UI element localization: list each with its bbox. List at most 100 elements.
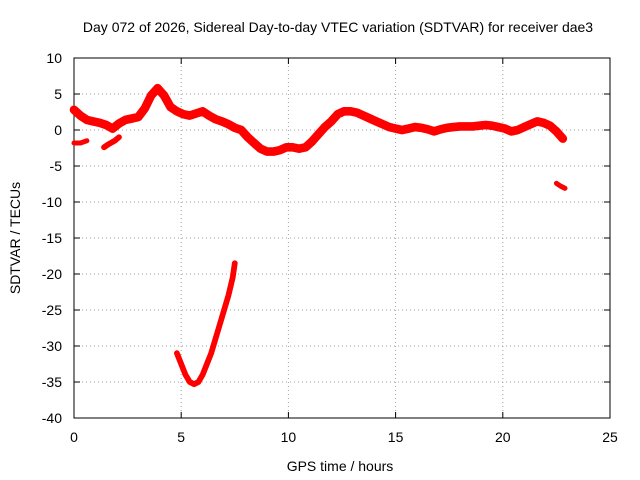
- axis-ticks: [73, 57, 611, 419]
- data-point: [91, 119, 95, 123]
- y-tick-label: -15: [42, 230, 62, 246]
- data-point: [522, 125, 526, 129]
- x-axis-label: GPS time / hours: [287, 458, 394, 474]
- data-point: [181, 112, 185, 116]
- data-point: [214, 337, 217, 341]
- data-point: [563, 186, 567, 190]
- data-point: [231, 276, 235, 280]
- data-point: [355, 111, 359, 115]
- y-tick-label: -35: [42, 374, 62, 390]
- data-point: [503, 127, 507, 131]
- series-main-trace: [69, 83, 568, 156]
- data-point: [471, 124, 475, 128]
- data-point: [342, 109, 346, 113]
- data-point: [259, 147, 262, 151]
- data-point: [548, 124, 552, 128]
- data-point: [336, 112, 340, 116]
- data-point: [413, 125, 417, 129]
- data-point: [304, 145, 308, 149]
- series-early-fragment: [71, 138, 90, 146]
- data-point: [113, 139, 117, 143]
- data-point: [490, 124, 494, 128]
- data-point: [175, 351, 179, 355]
- series-dip-fragment: [101, 134, 122, 151]
- data-point: [554, 181, 558, 185]
- data-point: [209, 351, 213, 355]
- data-point: [169, 105, 172, 109]
- data-point: [192, 382, 196, 386]
- data-point: [220, 119, 224, 123]
- data-point: [85, 118, 89, 122]
- data-point: [419, 126, 423, 130]
- data-point: [323, 125, 327, 129]
- data-point: [222, 308, 226, 312]
- data-point: [407, 127, 410, 131]
- data-point: [98, 121, 102, 125]
- data-point: [516, 128, 520, 132]
- data-point: [561, 137, 565, 141]
- data-point: [529, 122, 533, 126]
- data-point: [117, 122, 121, 125]
- data-point: [426, 127, 430, 131]
- data-point: [201, 373, 205, 377]
- y-tick-label: -25: [42, 302, 62, 318]
- data-point: [477, 124, 481, 128]
- data-point: [194, 111, 198, 115]
- data-point: [175, 109, 179, 113]
- data-point: [509, 129, 513, 133]
- data-point: [149, 93, 153, 97]
- data-point: [284, 145, 288, 149]
- data-point: [497, 125, 500, 129]
- data-point: [445, 126, 449, 130]
- y-tick-label: 5: [54, 86, 62, 102]
- data-point: [387, 125, 391, 129]
- data-point: [542, 121, 545, 125]
- data-point: [394, 127, 398, 131]
- data-point: [214, 117, 217, 121]
- series-line-main-trace: [69, 83, 568, 156]
- data-point: [188, 114, 192, 118]
- data-point: [252, 141, 256, 145]
- data-point: [179, 362, 183, 366]
- data-point: [188, 380, 192, 384]
- data-point: [297, 147, 301, 151]
- y-axis-label: SDTVAR / TECUs: [7, 182, 23, 294]
- data-point: [439, 127, 443, 131]
- y-tick-label: -40: [42, 410, 62, 426]
- x-tick-label: 15: [388, 429, 404, 445]
- data-point: [78, 114, 82, 118]
- y-tick-label: 10: [46, 50, 62, 66]
- data-point: [233, 261, 237, 265]
- data-point: [184, 373, 187, 377]
- data-point: [349, 109, 353, 113]
- data-point: [117, 135, 121, 139]
- data-point: [458, 124, 462, 128]
- y-tick-label: -10: [42, 194, 62, 210]
- data-point: [162, 93, 166, 97]
- x-tick-label: 0: [70, 429, 78, 445]
- y-tick-label: 0: [54, 122, 62, 138]
- chart-title: Day 072 of 2026, Sidereal Day-to-day VTE…: [83, 19, 593, 35]
- series-deep-dip: [174, 260, 238, 388]
- data-point: [381, 122, 385, 126]
- data-point: [291, 145, 295, 149]
- data-point: [239, 128, 243, 132]
- x-tick-label: 20: [495, 429, 511, 445]
- data-point: [316, 132, 320, 136]
- data-point: [226, 122, 230, 126]
- series-line-dip-fragment: [101, 134, 122, 151]
- data-point: [452, 125, 455, 129]
- data-series: [69, 83, 568, 388]
- series-late-fragment: [553, 180, 568, 191]
- data-point: [361, 114, 365, 118]
- data-point: [464, 124, 468, 128]
- series-line-deep-dip: [174, 260, 238, 388]
- data-point: [310, 140, 314, 143]
- data-point: [246, 135, 250, 139]
- data-point: [374, 119, 378, 123]
- data-point: [432, 129, 436, 133]
- data-point: [85, 139, 89, 143]
- data-point: [201, 109, 205, 113]
- y-tick-label: -30: [42, 338, 62, 354]
